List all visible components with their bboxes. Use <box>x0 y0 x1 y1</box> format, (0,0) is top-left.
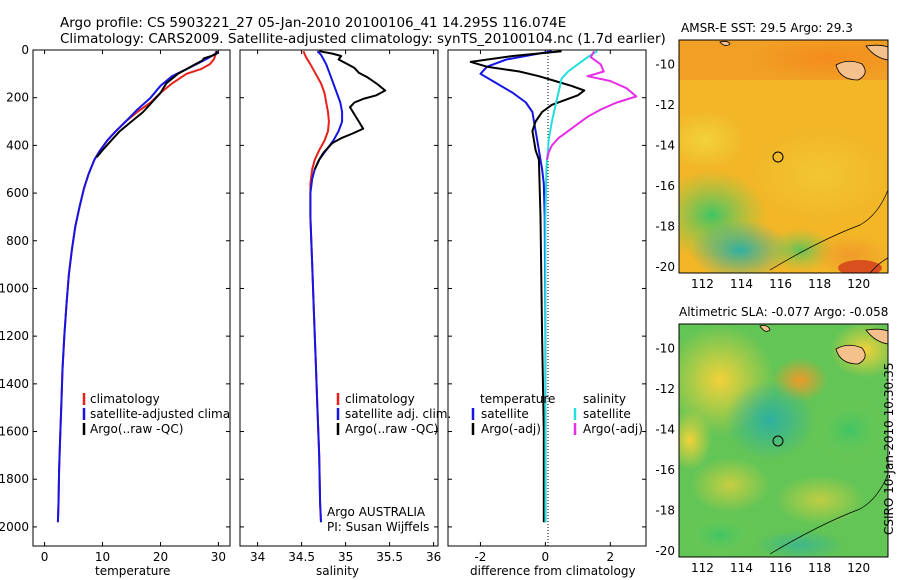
legend-label-sal-argo: Argo(-adj) <box>583 422 643 436</box>
legend-label-argo: Argo(..raw -QC) <box>90 422 183 436</box>
series-line-salinity-climatology <box>302 50 330 523</box>
map-x-tick-label: 118 <box>808 277 831 291</box>
map-y-tick-label: -14 <box>655 422 675 436</box>
y-tick-label: 800 <box>6 234 29 248</box>
map-x-tick-label: 114 <box>730 277 753 291</box>
y-tick-label: 1800 <box>0 472 29 486</box>
y-tick-label: 2000 <box>0 520 29 534</box>
sst-map-title: AMSR-E SST: 29.5 Argo: 29.3 <box>681 21 853 35</box>
footer-stamp: CSIRO 10-Jan-2010 10:30:35 <box>882 363 896 535</box>
salinity-xlabel: salinity <box>316 564 359 578</box>
legend-label-satellite: satellite adj. clim. <box>345 407 451 421</box>
sst-map-field <box>679 40 888 273</box>
series-line-salinity-argo-raw-qc- <box>313 50 387 170</box>
map-y-tick-label: -14 <box>655 138 675 152</box>
y-tick-label: 1200 <box>0 329 29 343</box>
legend-title-salinity: salinity <box>583 392 626 406</box>
header-line2: Climatology: CARS2009. Satellite-adjuste… <box>60 31 666 47</box>
map-y-tick-label: -18 <box>655 219 675 233</box>
x-tick-label: 34.5 <box>288 550 315 564</box>
series-line-temperature-satellite-adjusted-climatology <box>56 50 219 523</box>
difference-panel-frame <box>447 49 647 547</box>
map-x-tick-label: 116 <box>769 561 792 575</box>
map-y-tick-label: -12 <box>655 98 675 112</box>
map-y-tick-label: -20 <box>655 544 675 558</box>
x-tick-label: 10 <box>95 550 110 564</box>
series-line-difference-salinity-argo-adj- <box>546 50 638 160</box>
y-tick-label: 1400 <box>0 377 29 391</box>
x-tick-label: 20 <box>153 550 168 564</box>
legend-label-temp-satellite: satellite <box>481 407 529 421</box>
map-x-tick-label: 118 <box>808 561 831 575</box>
legend-label-sal-satellite: satellite <box>583 407 631 421</box>
sla-map-argo-marker <box>772 435 784 447</box>
x-tick-label: 0 <box>41 550 49 564</box>
legend-label-climatology: climatology <box>90 392 160 406</box>
series-layer <box>56 50 638 523</box>
temperature-legend: climatology satellite-adjusted climatolo… <box>82 392 268 436</box>
x-tick-label: 35 <box>338 550 353 564</box>
series-line-temperature-climatology <box>56 51 218 523</box>
map-y-tick-label: -12 <box>655 382 675 396</box>
sst-map-argo-marker <box>772 151 784 163</box>
salinity-annotation-line1: Argo AUSTRALIA <box>327 505 426 519</box>
salinity-annotation-line2: PI: Susan Wijffels <box>327 520 429 534</box>
difference-xlabel: difference from climatology <box>470 564 636 578</box>
series-line-temperature-argo-raw-qc- <box>95 50 219 158</box>
map-y-tick-label: -16 <box>655 179 675 193</box>
map-x-tick-label: 116 <box>769 277 792 291</box>
y-tick-label: 1000 <box>0 281 29 295</box>
x-tick-label: 2 <box>606 550 614 564</box>
series-line-difference-temperature-argo-adj- <box>469 50 586 523</box>
legend-label-satellite: satellite-adjusted climatology <box>90 407 268 421</box>
y-tick-label: 1600 <box>0 425 29 439</box>
sla-map-title: Altimetric SLA: -0.077 Argo: -0.058 <box>679 305 888 319</box>
map-y-tick-label: -16 <box>655 463 675 477</box>
legend-label-argo: Argo(..raw -QC) <box>345 422 438 436</box>
legend-label-climatology: climatology <box>345 392 415 406</box>
y-tick-label: 200 <box>6 91 29 105</box>
map-x-tick-label: 120 <box>847 277 870 291</box>
difference-legend: temperature satellite Argo(-adj) salinit… <box>471 392 643 436</box>
map-y-tick-label: -18 <box>655 503 675 517</box>
x-tick-label: -2 <box>474 550 486 564</box>
y-tick-label: 600 <box>6 186 29 200</box>
map-x-tick-label: 120 <box>847 561 870 575</box>
series-line-salinity-satellite-adj-clim- <box>309 50 344 523</box>
temperature-panel-frame <box>32 49 231 547</box>
sst-map-frame <box>678 39 889 274</box>
map-y-tick-label: -20 <box>655 260 675 274</box>
map-y-tick-label: -10 <box>655 341 675 355</box>
map-x-tick-label: 112 <box>691 561 714 575</box>
salinity-panel-frame <box>239 49 439 547</box>
x-tick-label: 35.5 <box>376 550 403 564</box>
y-tick-label: 0 <box>21 43 29 57</box>
map-y-tick-label: -10 <box>655 57 675 71</box>
x-tick-label: 34 <box>250 550 265 564</box>
series-line-difference-salinity-satellite <box>544 50 598 523</box>
legend-label-temp-argo: Argo(-adj) <box>481 422 541 436</box>
header-line1: Argo profile: CS 5903221_27 05-Jan-2010 … <box>60 15 566 31</box>
sla-map-field <box>679 324 888 557</box>
temperature-xlabel: temperature <box>95 564 170 578</box>
salinity-legend: climatology satellite adj. clim. Argo(..… <box>327 392 451 534</box>
x-tick-label: 0 <box>542 550 550 564</box>
x-tick-label: 30 <box>211 550 226 564</box>
sla-map-frame <box>678 323 889 558</box>
y-tick-label: 400 <box>6 138 29 152</box>
legend-title-temperature: temperature <box>480 392 555 406</box>
x-tick-label: 36 <box>426 550 441 564</box>
map-x-tick-label: 112 <box>691 277 714 291</box>
map-x-tick-label: 114 <box>730 561 753 575</box>
